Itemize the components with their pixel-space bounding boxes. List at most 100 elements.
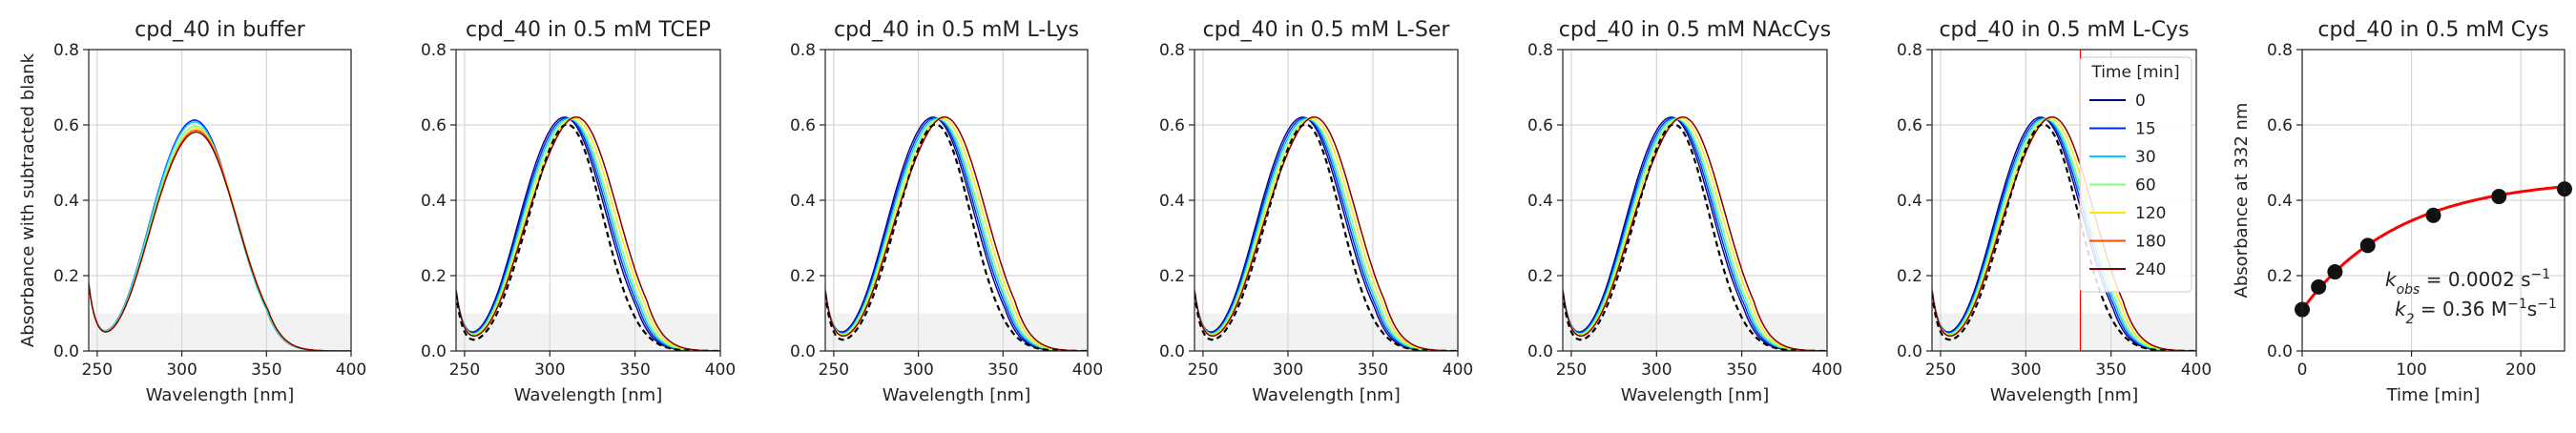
series-line-120 bbox=[1195, 117, 1458, 351]
panel-title: cpd_40 in 0.5 mM L-Lys bbox=[834, 18, 1079, 42]
x-tick-label: 350 bbox=[2095, 361, 2126, 380]
y-tick-label: 0.0 bbox=[1527, 342, 1553, 361]
chart-panel-1: 250 300 350 400 0.0 0.2 0.4 0.6 0.8 cpd_40 in buf… bbox=[18, 18, 366, 405]
x-tick-label: 350 bbox=[987, 361, 1018, 380]
legend-label: 0 bbox=[2135, 92, 2146, 111]
panel-title: cpd_40 in 0.5 mM L-Cys bbox=[1939, 18, 2189, 42]
y-tick-label: 0.6 bbox=[1527, 116, 1553, 135]
annotation-part: s bbox=[2527, 298, 2537, 320]
plot-area bbox=[89, 119, 351, 351]
kobs-annotation: kobs = 0.0002 s−1 bbox=[2385, 267, 2550, 298]
x-tick-label: 250 bbox=[82, 361, 113, 380]
y-tick-label: 0.6 bbox=[790, 116, 816, 135]
reference-dashed-line bbox=[456, 123, 720, 351]
y-tick-label: 0.6 bbox=[53, 116, 79, 135]
x-tick-label: 250 bbox=[1188, 361, 1218, 380]
x-axis-label: Wavelength [nm] bbox=[514, 385, 663, 405]
y-tick-label: 0.2 bbox=[1159, 267, 1185, 286]
legend-label: 60 bbox=[2135, 176, 2156, 196]
legend-label: 120 bbox=[2135, 204, 2166, 223]
y-tick-label: 0.4 bbox=[2267, 192, 2293, 211]
y-tick-label: 0.6 bbox=[421, 116, 447, 135]
y-tick-label: 0.4 bbox=[1527, 192, 1553, 211]
panel-title: cpd_40 in 0.5 mM NAcCys bbox=[1559, 18, 1832, 42]
series-line-240 bbox=[1563, 116, 1827, 351]
annotation-part: −1 bbox=[2507, 297, 2527, 312]
x-tick-label: 200 bbox=[2505, 361, 2536, 380]
series-line-240 bbox=[89, 131, 351, 351]
data-point bbox=[2425, 207, 2441, 223]
x-tick-label: 350 bbox=[251, 361, 281, 380]
y-tick-label: 0.8 bbox=[421, 41, 447, 60]
y-tick-label: 0.0 bbox=[1897, 342, 1922, 361]
y-tick-label: 0.4 bbox=[790, 192, 816, 211]
y-tick-label: 0.2 bbox=[790, 267, 816, 286]
annotation-part: 2 bbox=[2406, 312, 2415, 327]
y-tick-label: 0.8 bbox=[53, 41, 79, 60]
y-tick-label: 0.2 bbox=[53, 267, 79, 286]
y-tick-label: 0.0 bbox=[2267, 342, 2293, 361]
y-tick-label: 0.6 bbox=[2267, 116, 2293, 135]
y-tick-label: 0.0 bbox=[1159, 342, 1185, 361]
series-line-240 bbox=[456, 116, 720, 351]
x-tick-label: 400 bbox=[705, 361, 736, 380]
x-tick-label: 350 bbox=[1358, 361, 1388, 380]
y-tick-label: 0.8 bbox=[1527, 41, 1553, 60]
x-axis-label: Wavelength [nm] bbox=[1990, 385, 2139, 405]
legend-box bbox=[2079, 56, 2192, 293]
annotation-part: −1 bbox=[2531, 267, 2551, 282]
reference-dashed-line bbox=[1195, 123, 1458, 351]
series-line-60 bbox=[456, 118, 720, 351]
reference-dashed-line bbox=[1563, 123, 1827, 351]
plot-area bbox=[1195, 116, 1458, 351]
series-line-60 bbox=[1932, 118, 2196, 351]
x-tick-label: 400 bbox=[2181, 361, 2212, 380]
y-tick-label: 0.8 bbox=[790, 41, 816, 60]
data-point bbox=[2359, 237, 2376, 254]
data-point bbox=[2491, 189, 2507, 205]
x-tick-label: 250 bbox=[1556, 361, 1587, 380]
chart-panel-7: 0 100 200 0.0 0.2 0.4 0.6 0.8 cpd_40 in 0.5 mM C… bbox=[2232, 18, 2572, 405]
annotation-part: −1 bbox=[2537, 297, 2557, 312]
shaded-region bbox=[1563, 313, 1827, 351]
x-axis-label: Time [min] bbox=[2386, 385, 2481, 405]
x-tick-label: 350 bbox=[619, 361, 650, 380]
series-line-240 bbox=[1195, 116, 1458, 351]
x-tick-label: 300 bbox=[166, 361, 197, 380]
annotation-part: obs bbox=[2397, 282, 2420, 298]
series-line-120 bbox=[1563, 117, 1827, 351]
plot-area bbox=[456, 116, 720, 351]
x-tick-label: 100 bbox=[2396, 361, 2426, 380]
x-tick-label: 250 bbox=[1925, 361, 1956, 380]
shaded-region bbox=[1195, 313, 1458, 351]
y-tick-label: 0.0 bbox=[421, 342, 447, 361]
chart-panel-2: 250 300 350 400 0.0 0.2 0.4 0.6 0.8 cpd_40 in 0.5… bbox=[421, 18, 736, 405]
series-line-120 bbox=[825, 117, 1088, 351]
y-tick-label: 0.0 bbox=[790, 342, 816, 361]
x-tick-label: 300 bbox=[1273, 361, 1303, 380]
x-tick-label: 300 bbox=[534, 361, 565, 380]
x-tick-label: 250 bbox=[449, 361, 480, 380]
x-tick-label: 400 bbox=[1072, 361, 1103, 380]
x-tick-label: 300 bbox=[903, 361, 933, 380]
y-axis-label: Absorbance at 332 nm bbox=[2232, 103, 2252, 299]
legend: Time [min] 0 15 30 60 120 180 240 bbox=[2079, 56, 2192, 293]
series-line-240 bbox=[825, 116, 1088, 351]
fit-line bbox=[2302, 185, 2565, 311]
y-tick-label: 0.2 bbox=[1527, 267, 1553, 286]
shaded-region bbox=[825, 313, 1088, 351]
chart-panel-4: 250 300 350 400 0.0 0.2 0.4 0.6 0.8 cpd_40 in 0.5… bbox=[1159, 18, 1473, 405]
plot-area bbox=[1563, 116, 1827, 351]
y-tick-label: 0.6 bbox=[1159, 116, 1185, 135]
x-tick-label: 0 bbox=[2297, 361, 2308, 380]
plot-area bbox=[1932, 50, 2196, 351]
annotation-part: k bbox=[2385, 268, 2398, 291]
annotation-part: = 0.36 M bbox=[2415, 298, 2508, 320]
plot-area bbox=[825, 116, 1088, 351]
shaded-region bbox=[1932, 313, 2196, 351]
y-tick-label: 0.8 bbox=[2267, 41, 2293, 60]
series-line-60 bbox=[825, 118, 1088, 351]
x-tick-label: 300 bbox=[2010, 361, 2041, 380]
x-axis-label: Wavelength [nm] bbox=[883, 385, 1031, 405]
data-point bbox=[2327, 264, 2343, 280]
